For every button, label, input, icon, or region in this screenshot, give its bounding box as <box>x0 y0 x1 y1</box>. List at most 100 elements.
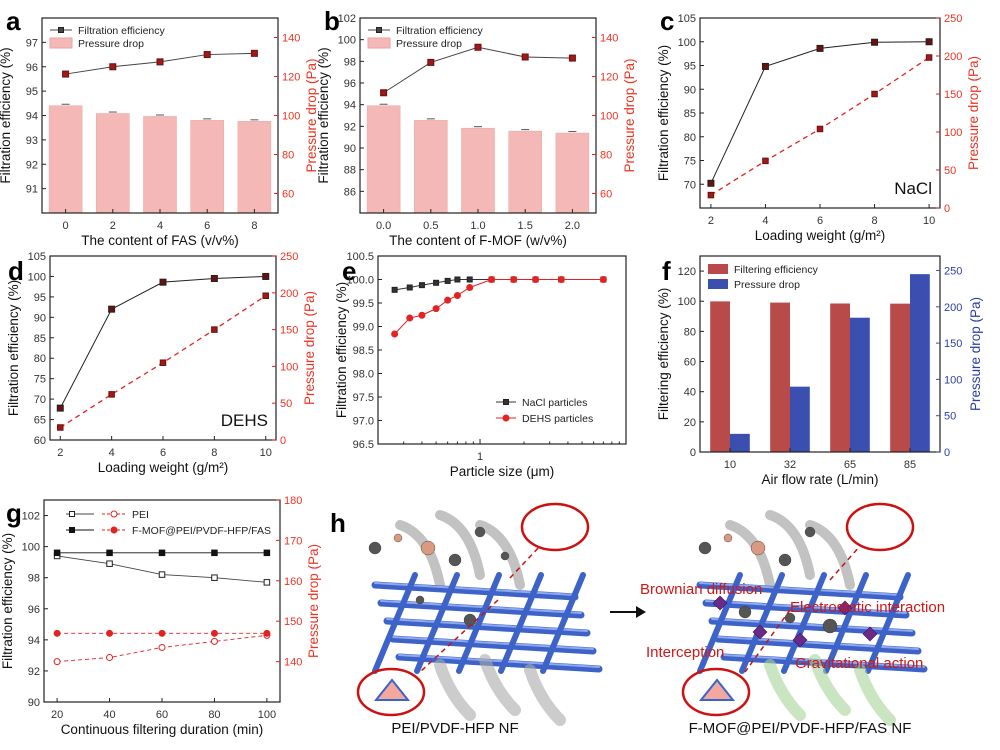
triangle-inset <box>373 678 411 701</box>
d-y2tick-label: 100 <box>280 361 298 373</box>
c-ytick-label: 95 <box>684 61 696 73</box>
d-efficiency-line <box>59 275 266 409</box>
g-y2tick-label: 140 <box>284 657 302 669</box>
particle <box>415 595 425 605</box>
d-ytick-label: 85 <box>34 333 46 345</box>
a-xtick-label: 6 <box>204 220 210 232</box>
g-fmof-efficiency-point <box>53 549 61 557</box>
b-legend-label: Pressure drop <box>396 38 462 50</box>
a-legend-swatch <box>49 37 73 49</box>
a-y2tick-label: 100 <box>282 111 300 123</box>
a-y2label: Pressure drop (Pa) <box>304 58 319 172</box>
c-xtick-label: 8 <box>871 215 877 227</box>
d-ytick-label: 60 <box>34 435 46 447</box>
outgoing-airflow-arrow <box>479 654 521 716</box>
outgoing-airflow-arrow <box>764 659 806 721</box>
a-legend-label: Filtration efficiency <box>78 25 166 37</box>
c-xlabel: Loading weight (g/m²) <box>755 228 886 243</box>
fiber-highlight <box>717 636 919 650</box>
g-fmof-efficiency-point <box>263 549 271 557</box>
e-ylabel: Filtration efficiency (%) <box>334 282 349 418</box>
a-legend-marker <box>58 27 64 33</box>
b-xlabel: The content of F-MOF (w/v%) <box>389 233 567 248</box>
panel-a: a 91 92 93 94 95 96 97 60 80 100 120 140 0 2 4 6 8 The con… <box>0 6 319 248</box>
cross-fiber <box>540 572 586 674</box>
a-y2tick-label: 120 <box>282 72 300 84</box>
f-efficiency-bar <box>890 303 910 452</box>
d-y2tick-label: 250 <box>280 251 298 263</box>
fiber <box>383 617 591 637</box>
panel-b: b 86 88 90 92 94 96 98 100 102 60 80 100 120 140 0.0 0.5… <box>316 6 637 248</box>
b-ytick-label: 94 <box>344 100 356 112</box>
g-legend-marker <box>69 527 75 533</box>
fiber-highlight <box>386 618 588 632</box>
b-efficiency-point <box>427 58 435 66</box>
b-efficiency-line <box>383 46 573 94</box>
g-fmof-efficiency-point <box>106 549 113 557</box>
panel-label-g: g <box>6 498 22 528</box>
d-pressure-point <box>262 292 269 299</box>
b-xtick-label: 0.0 <box>376 220 391 232</box>
c-efficiency-point <box>925 38 933 46</box>
g-pei-efficiency-point <box>158 571 166 578</box>
b-ytick-label: 86 <box>344 186 356 198</box>
f-y2tick-label: 100 <box>944 374 962 386</box>
d-pressure-point <box>108 391 115 398</box>
panel-label-a: a <box>6 6 21 36</box>
g-y2tick-label: 150 <box>284 616 302 628</box>
d-ytick-label: 100 <box>28 271 46 283</box>
g-ytick-label: 94 <box>28 635 40 647</box>
a-ytick-label: 94 <box>26 111 38 123</box>
e-legend-marker <box>502 414 510 422</box>
e-ytick-label: 100.5 <box>346 251 374 263</box>
a-efficiency-point <box>203 51 211 59</box>
a-y2tick-label: 60 <box>282 189 294 201</box>
d-ylabel: Filtration efficiency (%) <box>6 280 21 416</box>
f-ylabel: Filtering efficiency (%) <box>656 288 671 421</box>
g-fmof-pressure-point <box>106 629 114 637</box>
c-ytick-label: 90 <box>684 84 696 96</box>
g-legend-marker <box>110 510 118 518</box>
b-ytick-label: 96 <box>344 78 356 90</box>
panel-label-d: d <box>8 256 24 286</box>
d-y2tick-label: 200 <box>280 288 298 300</box>
a-ytick-label: 95 <box>26 86 38 98</box>
e-dehs-point <box>406 314 414 322</box>
e-dehs-point <box>466 283 474 291</box>
d-y2label: Pressure drop (Pa) <box>302 291 317 405</box>
d-ytick-label: 95 <box>34 292 46 304</box>
particle <box>778 553 792 567</box>
b-ytick-label: 102 <box>338 13 356 25</box>
g-pei-efficiency-line <box>57 555 267 583</box>
b-efficiency-point <box>568 54 576 62</box>
panel-f: f 10 32 65 85 0 20 40 60 80 100 120 0 50 100 150 200 250 A… <box>656 255 983 487</box>
fiber <box>708 617 916 637</box>
c-ytick-label: 100 <box>678 37 696 49</box>
d-efficiency-point <box>262 272 270 280</box>
b-pressure-bar <box>414 120 448 214</box>
b-xtick-label: 2.0 <box>565 220 580 232</box>
b-pressure-bar <box>366 105 401 214</box>
e-dehs-point <box>432 305 440 313</box>
b-legend-marker <box>376 27 382 33</box>
f-efficiency-bar <box>710 301 730 452</box>
b-efficiency-point <box>380 89 388 97</box>
e-nacl-point <box>391 286 398 293</box>
b-y2tick-label: 140 <box>600 33 618 45</box>
a-ytick-label: 91 <box>26 184 38 196</box>
c-pressure-point <box>925 54 933 61</box>
particle <box>723 533 733 543</box>
c-ytick-label: 70 <box>684 179 696 191</box>
g-y2label: Pressure drop (Pa) <box>306 544 321 658</box>
e-dehs-point <box>599 276 607 283</box>
zoom-circle-top-right <box>845 502 915 552</box>
f-frame <box>699 255 941 453</box>
g-xtick-label: 80 <box>208 709 220 721</box>
f-ytick-label: 40 <box>684 387 696 399</box>
e-dehs-point <box>532 276 540 283</box>
particle <box>368 541 382 555</box>
d-ytick-label: 80 <box>34 353 46 365</box>
f-ytick-label: 120 <box>678 266 696 278</box>
mechanism-label: Electrostatic interaction <box>790 599 945 616</box>
